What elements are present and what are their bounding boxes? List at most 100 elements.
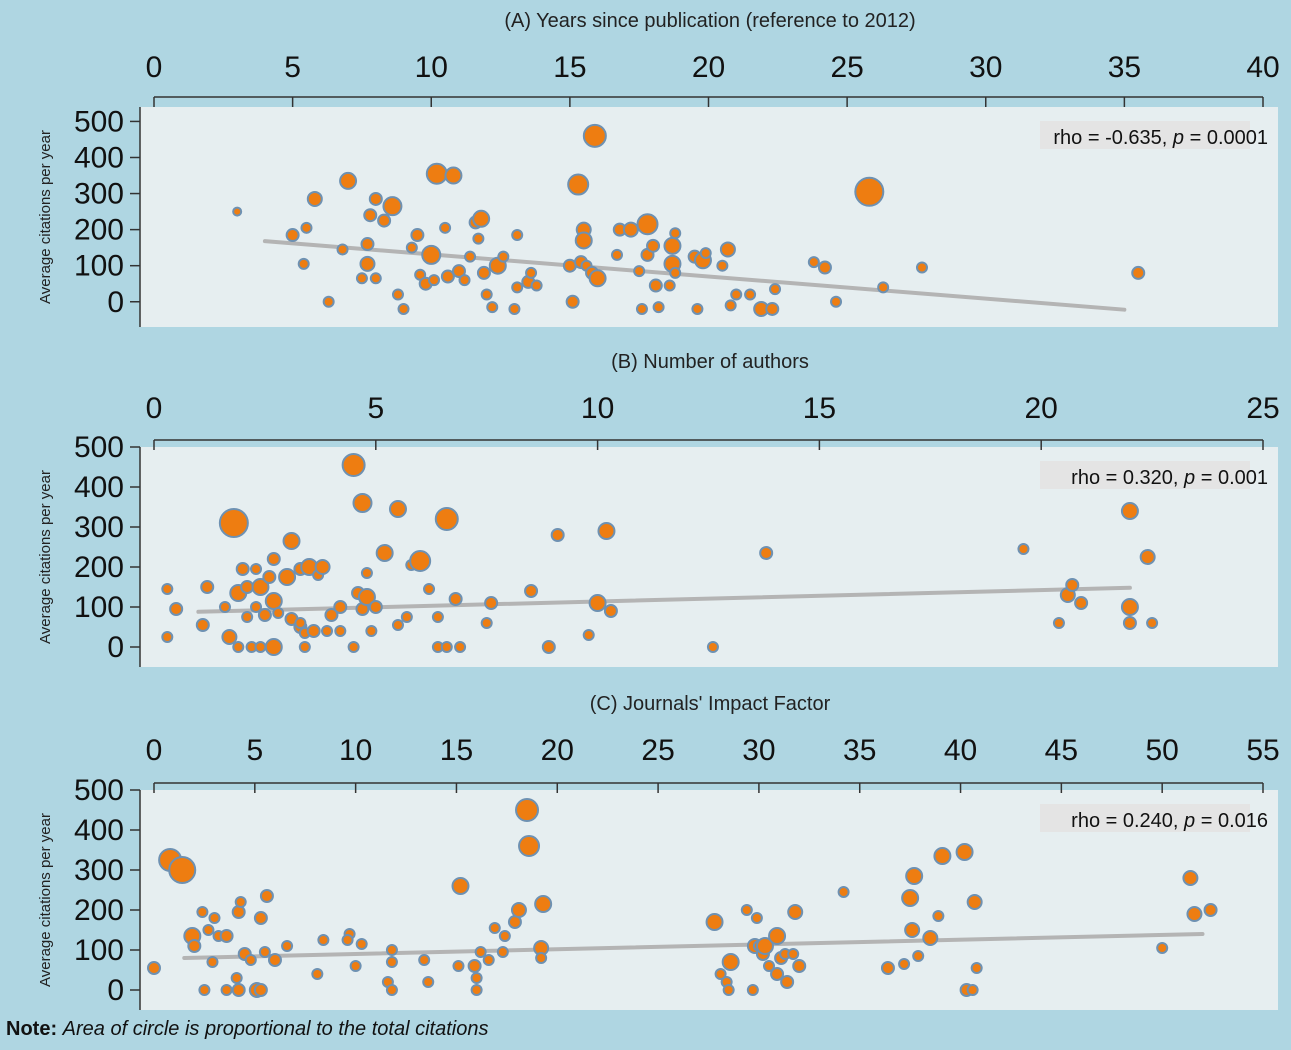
data-point <box>740 904 753 916</box>
data-point <box>355 938 368 950</box>
data-point <box>451 264 466 279</box>
data-point <box>365 625 378 637</box>
x-tick-label: 55 <box>1246 734 1279 767</box>
fit-line <box>182 932 1205 960</box>
data-point <box>161 631 174 643</box>
data-point <box>428 274 441 287</box>
y-tick-label: 200 <box>74 214 124 247</box>
y-tick-label: 300 <box>74 511 124 544</box>
data-point <box>357 588 376 606</box>
data-point <box>699 247 712 260</box>
data-point <box>721 953 740 971</box>
data-point <box>363 208 378 223</box>
data-point <box>218 508 249 538</box>
p-value: = 0.0001 <box>1184 127 1268 149</box>
data-point <box>787 904 804 920</box>
x-tick-label: 20 <box>1025 392 1058 425</box>
y-tick-label: 0 <box>107 974 124 1007</box>
data-point <box>168 856 197 884</box>
data-point <box>933 847 952 865</box>
data-point <box>360 237 375 252</box>
x-tick-label: 10 <box>415 51 448 84</box>
data-point <box>385 984 398 996</box>
data-point <box>388 500 407 518</box>
data-point <box>746 984 759 996</box>
data-point <box>476 265 491 280</box>
data-point <box>234 896 247 908</box>
data-point <box>314 559 331 575</box>
data-point <box>368 191 383 206</box>
y-axis-label: Average citations per year <box>37 470 54 644</box>
data-point <box>306 190 323 207</box>
panel-title: (C) Journals' Impact Factor <box>590 693 831 715</box>
data-point <box>208 912 221 924</box>
data-point <box>196 906 209 918</box>
data-point <box>768 927 787 945</box>
data-point <box>400 611 413 623</box>
data-point <box>1120 502 1139 520</box>
data-point <box>877 281 890 294</box>
data-point <box>535 952 548 964</box>
data-point <box>333 600 348 614</box>
data-point <box>368 600 383 614</box>
x-tick-label: 35 <box>843 734 876 767</box>
data-point <box>1156 942 1169 954</box>
data-point <box>769 283 782 296</box>
data-point <box>550 528 565 542</box>
chart-panel-0: (A) Years since publication (reference t… <box>37 10 1280 327</box>
data-point <box>484 596 499 610</box>
data-point <box>915 261 928 274</box>
p-symbol: p <box>1183 467 1195 489</box>
data-point <box>497 250 510 263</box>
data-point <box>588 269 607 288</box>
data-point <box>724 299 737 312</box>
data-point <box>922 930 939 946</box>
data-point <box>901 889 920 907</box>
data-point <box>267 953 282 967</box>
y-tick-label: 400 <box>74 814 124 847</box>
data-point <box>467 959 482 973</box>
data-point <box>244 954 257 966</box>
x-tick-label: 5 <box>246 734 263 767</box>
data-point <box>282 532 301 550</box>
y-tick-label: 0 <box>107 286 124 319</box>
data-point <box>382 196 403 217</box>
data-point <box>347 641 360 653</box>
data-point <box>524 584 539 598</box>
data-point <box>905 867 924 885</box>
x-tick-label: 5 <box>284 51 301 84</box>
data-point <box>597 522 616 540</box>
data-point <box>669 266 682 279</box>
data-point <box>336 243 349 256</box>
y-tick-label: 400 <box>74 141 124 174</box>
data-point <box>705 913 724 931</box>
data-point <box>1186 906 1203 922</box>
data-point <box>854 176 885 207</box>
data-point <box>231 983 246 997</box>
data-point <box>423 583 436 595</box>
x-tick-label: 50 <box>1145 734 1178 767</box>
data-point <box>202 924 215 936</box>
data-point <box>817 260 832 275</box>
p-symbol: p <box>1172 127 1184 149</box>
data-point <box>648 278 663 293</box>
data-point <box>297 257 310 270</box>
data-point <box>787 948 800 960</box>
data-point <box>932 910 945 922</box>
data-point <box>422 976 435 988</box>
data-point <box>486 301 499 314</box>
data-point <box>253 911 268 925</box>
data-point <box>264 638 283 656</box>
data-point <box>439 221 452 234</box>
data-point <box>377 213 392 228</box>
data-point <box>588 594 607 612</box>
data-point <box>722 984 735 996</box>
data-point <box>472 209 491 228</box>
data-point <box>1065 578 1080 592</box>
data-point <box>431 611 444 623</box>
data-point <box>397 302 410 315</box>
data-point <box>474 946 487 958</box>
data-point <box>391 288 404 301</box>
data-point <box>1139 549 1156 565</box>
y-axis-label: Average citations per year <box>37 130 54 304</box>
